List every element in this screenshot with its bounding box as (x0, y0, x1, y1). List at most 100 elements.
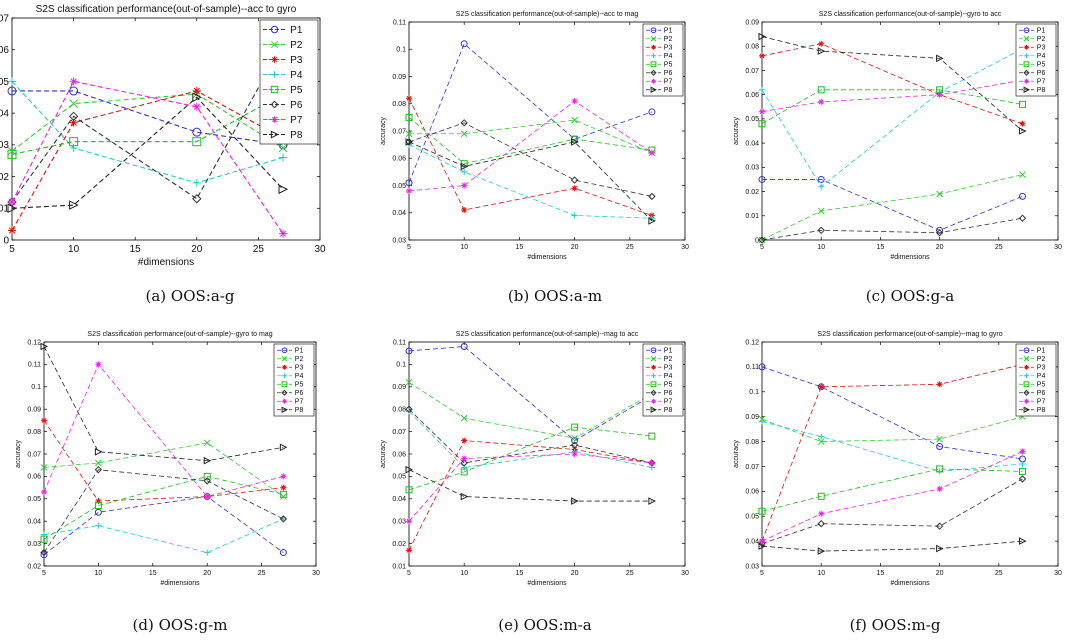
series-line-p4 (11, 81, 284, 184)
data-point-p8 (278, 184, 289, 195)
data-point-p3 (8, 226, 16, 235)
x-tick-label: 10 (460, 570, 468, 577)
legend-marker (1023, 406, 1031, 413)
data-point-p5 (7, 149, 17, 159)
data-point-p2 (817, 207, 825, 215)
data-point-p6 (1018, 214, 1027, 222)
legend-label: P7 (295, 399, 304, 406)
data-point-p4 (818, 433, 825, 440)
data-point-p3 (461, 207, 468, 214)
legend-label: P4 (1037, 53, 1046, 60)
legend-label: P8 (664, 407, 673, 414)
data-point-p8 (1018, 127, 1027, 135)
x-axis-label: #dimensions (138, 257, 194, 268)
y-tick-label: 0.1 (749, 389, 759, 396)
y-tick-label: 0.05 (745, 116, 759, 123)
y-axis-label: accuracy (380, 116, 387, 145)
x-tick-label: 15 (516, 570, 524, 577)
y-tick-label: 0.11 (746, 364, 759, 371)
series-line-p1 (408, 346, 653, 442)
series-line-p6 (761, 217, 1023, 241)
data-point-p4 (95, 522, 102, 529)
data-point-p6 (94, 465, 103, 474)
data-point-p6 (935, 522, 944, 530)
series-line-p2 (409, 119, 653, 154)
legend-marker (651, 364, 656, 370)
y-tick-label: 0.08 (745, 44, 759, 51)
legend-box (642, 23, 684, 97)
series-line-p6 (43, 469, 284, 553)
data-point-p8 (1018, 537, 1027, 545)
legend-marker (281, 381, 288, 388)
chart-title: S2S classification performance(out-of-sa… (36, 4, 297, 15)
legend-label: P8 (1037, 87, 1046, 94)
legend-label: P1 (290, 25, 303, 36)
data-point-p7 (648, 149, 655, 156)
data-point-p6 (460, 119, 468, 127)
data-point-p7 (95, 361, 102, 368)
data-point-p6 (648, 192, 656, 201)
legend-marker (270, 25, 279, 34)
y-tick-label: 0.07 (745, 464, 759, 471)
data-point-p8 (69, 200, 79, 210)
legend-marker (650, 86, 658, 93)
series-line-p2 (761, 174, 1023, 241)
data-point-p3 (41, 417, 47, 424)
legend-marker (1023, 355, 1030, 362)
data-point-p3 (406, 95, 412, 102)
y-tick-label: 0.03 (392, 237, 406, 244)
chart-title: S2S classification performance(out-of-sa… (87, 331, 272, 338)
data-point-p4 (571, 212, 578, 219)
data-point-p1 (758, 363, 766, 371)
legend-label: P7 (664, 399, 673, 406)
data-point-p6 (203, 477, 211, 485)
y-tick-label: 0.04 (392, 210, 406, 217)
data-point-p7 (759, 538, 765, 545)
series-line-p2 (761, 416, 1023, 442)
legend-marker (650, 381, 657, 388)
legend-marker (1023, 381, 1030, 388)
legend-label: P2 (290, 40, 303, 51)
caption-a: (a) OOS:a-g (145, 287, 235, 305)
x-tick-label: 25 (626, 244, 634, 251)
y-tick-label: 0.1 (396, 362, 406, 369)
legend-marker (1024, 398, 1029, 404)
series-line-p6 (408, 122, 652, 197)
series-line-p7 (43, 363, 284, 498)
series-line-p3 (761, 364, 1023, 542)
data-point-p7 (69, 77, 78, 86)
y-tick-label: 0.06 (745, 92, 759, 99)
legend-label: P4 (290, 70, 303, 81)
legend-marker (1024, 364, 1029, 370)
x-tick-label: 15 (877, 244, 885, 251)
legend-label: P3 (290, 55, 303, 66)
data-point-p7 (41, 489, 47, 496)
plot-frame (761, 21, 1059, 241)
y-tick-label: 0.07 (745, 68, 759, 75)
series-line-p7 (11, 80, 284, 234)
data-point-p8 (405, 465, 414, 474)
legend-marker (1023, 35, 1030, 42)
legend-label: P7 (290, 115, 303, 126)
series-line-p8 (761, 36, 1023, 132)
data-point-p4 (759, 86, 765, 93)
data-point-p5 (405, 113, 413, 121)
legend-label: P5 (1037, 62, 1046, 69)
series-line-p4 (761, 421, 1023, 472)
data-point-p7 (571, 451, 578, 457)
x-tick-label: 20 (203, 570, 211, 577)
data-point-p4 (192, 178, 201, 187)
series-line-p7 (761, 451, 1023, 542)
legend-marker (650, 35, 657, 42)
y-tick-label: 0.02 (392, 541, 406, 548)
data-point-p5 (192, 137, 202, 147)
legend-marker (270, 130, 279, 139)
x-tick-label: 25 (253, 244, 265, 255)
series-line-p8 (11, 96, 284, 209)
x-tick-label: 10 (460, 244, 468, 251)
data-point-p6 (570, 441, 579, 449)
y-tick-label: 0.02 (27, 563, 41, 570)
legend-marker (1023, 389, 1030, 396)
data-point-p1 (279, 549, 287, 557)
data-point-p8 (817, 47, 826, 55)
